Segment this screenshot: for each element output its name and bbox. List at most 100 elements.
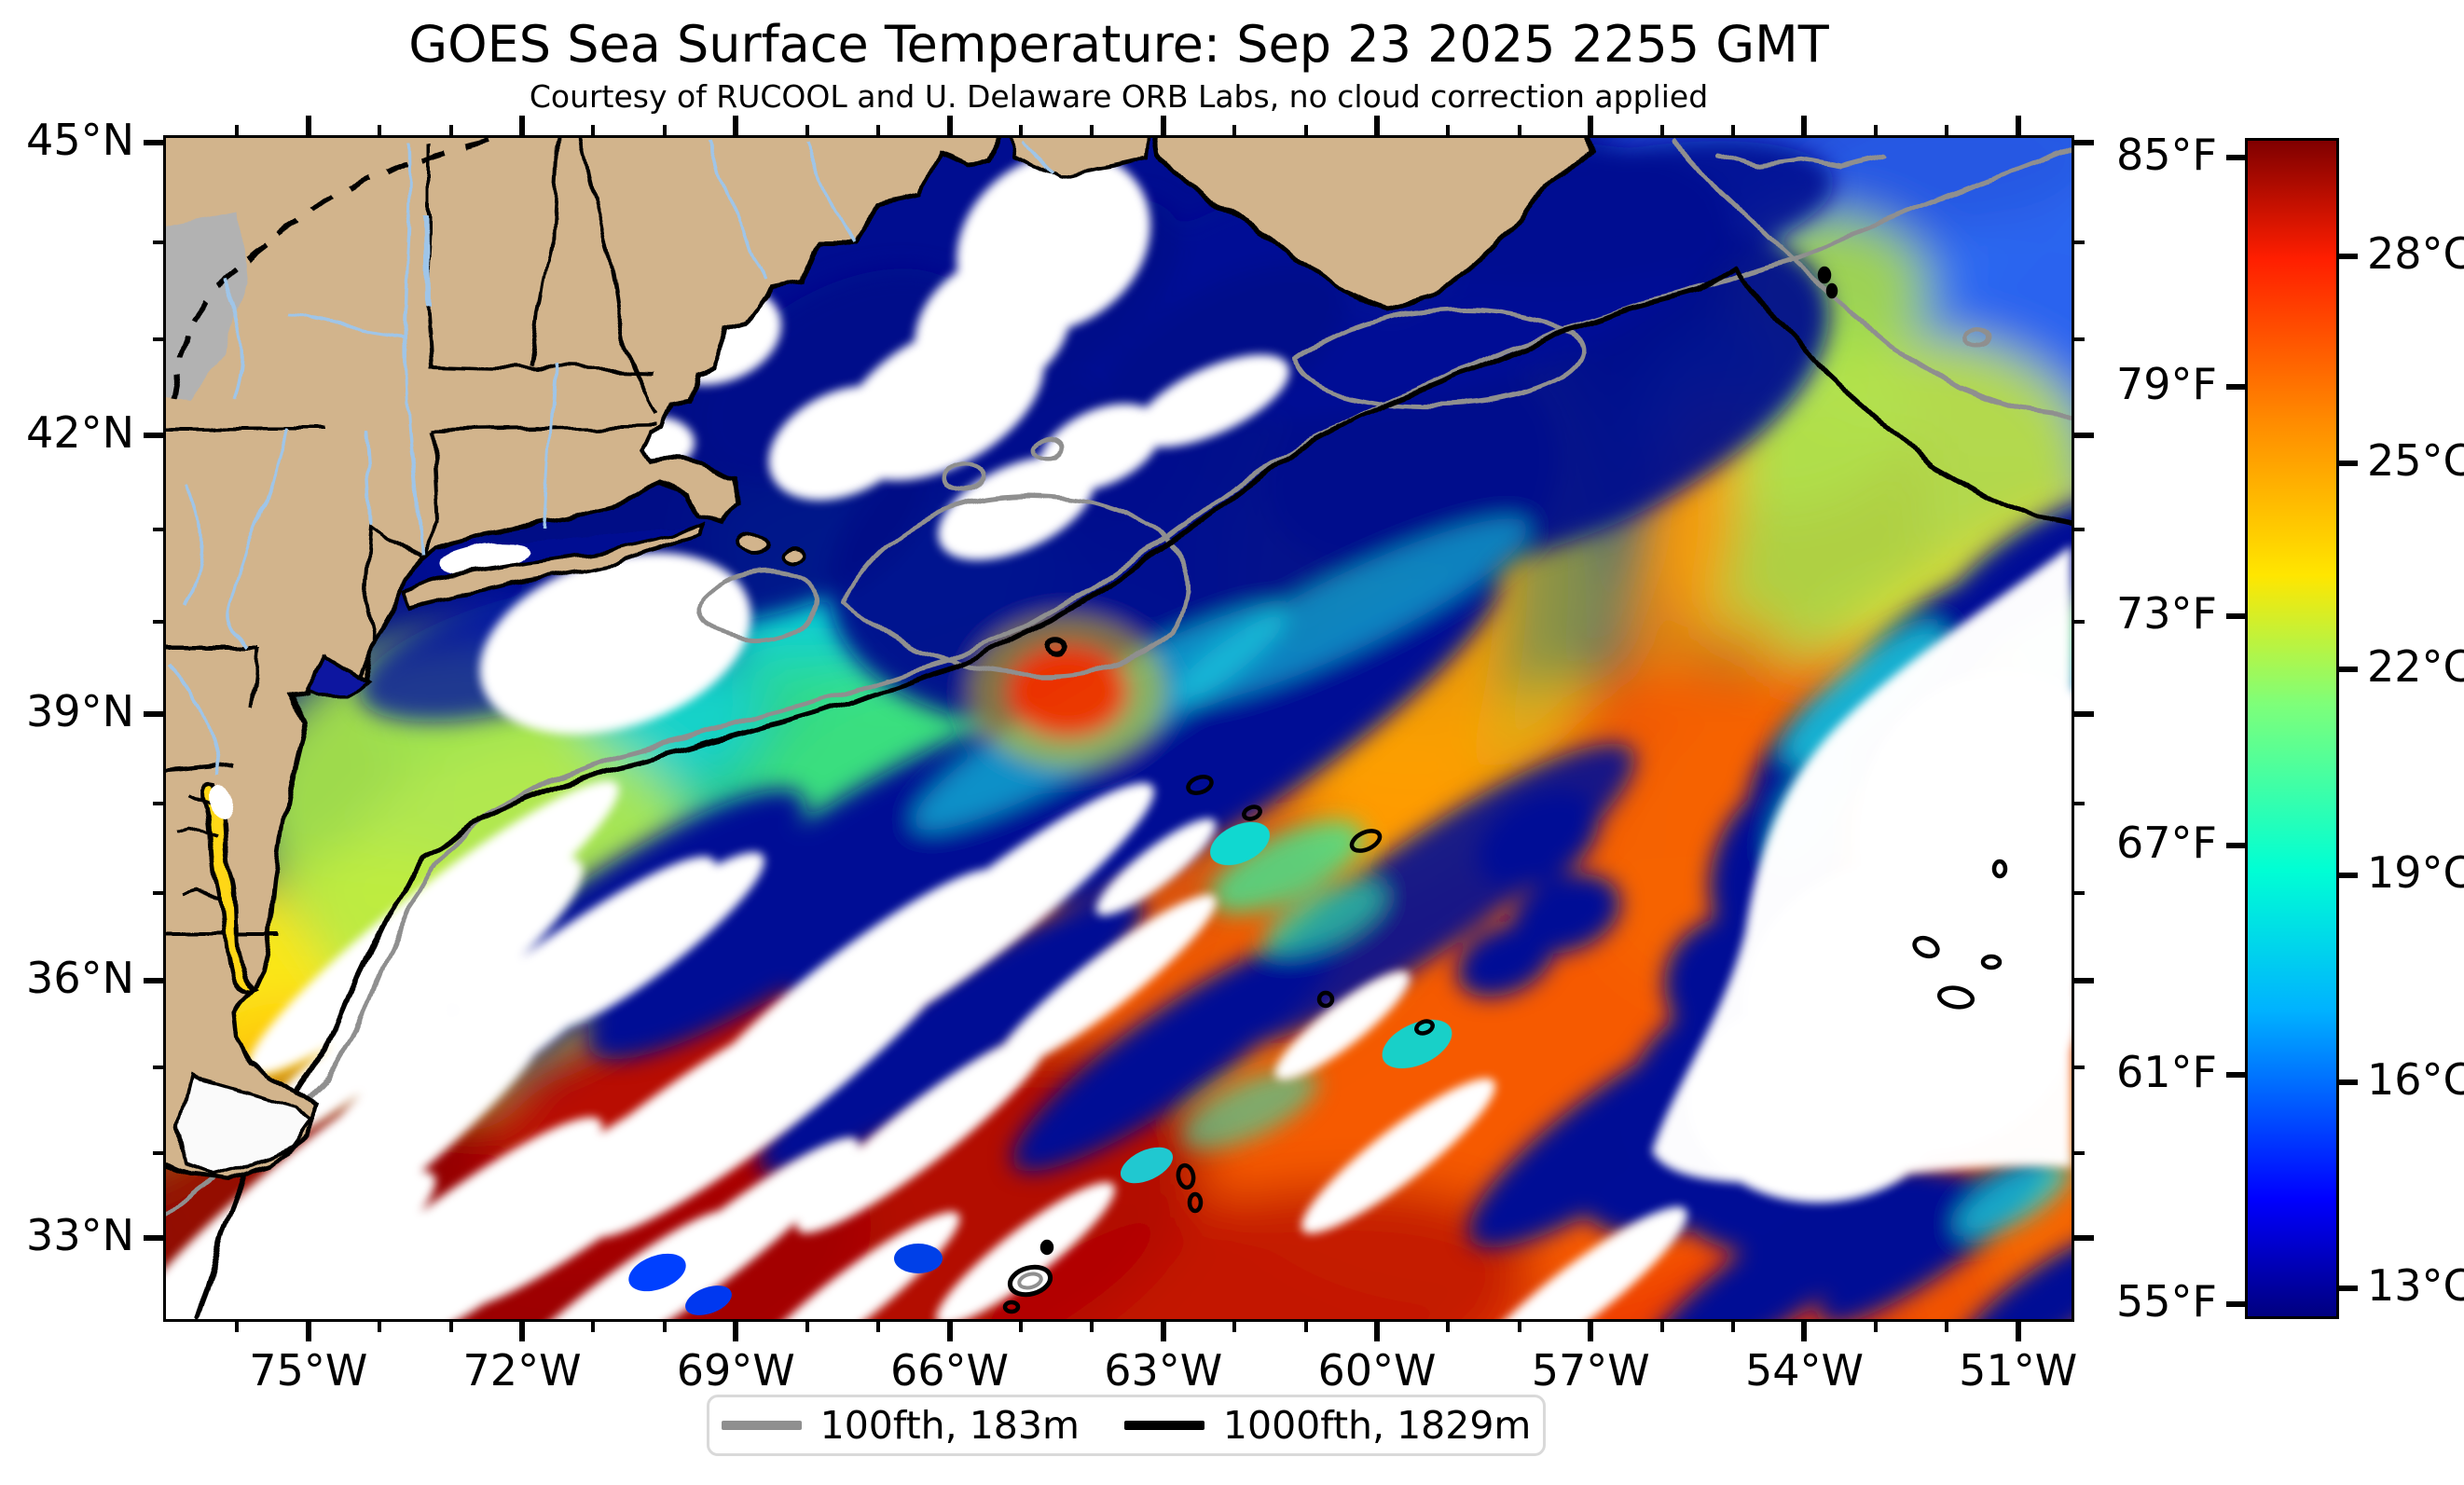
legend: 100fth, 183m 1000fth, 1829m [707,1395,1546,1456]
x-minor-tick [1090,1319,1094,1332]
x-minor-tick [1945,1319,1949,1332]
y-minor-tick [2072,337,2085,341]
chart-title: GOES Sea Surface Temperature: Sep 23 202… [408,15,1829,74]
y-tick-label: 42°N [26,406,134,458]
x-minor-tick [1517,125,1521,138]
y-minor-tick [153,802,166,806]
y-minor-tick [153,337,166,341]
x-major-tick [946,1319,953,1341]
x-minor-tick [448,1319,453,1332]
y-major-tick [2072,710,2094,717]
colorbar-f-tick [2226,383,2245,390]
x-tick-label: 51°W [1959,1345,2078,1396]
y-minor-tick [153,1151,166,1156]
x-tick-label: 60°W [1317,1345,1437,1396]
x-minor-tick [1446,125,1451,138]
x-minor-tick [1090,125,1094,138]
colorbar-c-tick [2339,254,2358,260]
y-minor-tick [153,620,166,625]
x-major-tick [1801,1319,1808,1341]
x-major-tick [1160,1319,1166,1341]
x-major-tick [1160,116,1166,138]
colorbar-c-label: 19°C [2367,847,2464,899]
colorbar-f-label: 85°F [2116,129,2217,180]
x-major-tick [946,116,953,138]
colorbar-c-tick [2339,1079,2358,1085]
x-tick-label: 72°W [462,1345,582,1396]
colorbar-c-label: 16°C [2367,1053,2464,1105]
x-minor-tick [1731,125,1736,138]
colorbar-c-tick [2339,873,2358,879]
x-major-tick [1373,1319,1380,1341]
colorbar-c-label: 13°C [2367,1260,2464,1312]
colorbar-c-tick [2339,1286,2358,1292]
pamlico-sound [176,1073,312,1177]
chesapeake-tributaries [178,791,223,899]
colorbar [2245,138,2339,1319]
chesapeake-bay [203,779,258,997]
y-tick-label: 33°N [26,1209,134,1260]
contour-1000fth [195,266,2072,1319]
colorbar-f-tick [2226,612,2245,619]
x-tick-label: 54°W [1744,1345,1864,1396]
long-island [402,521,706,609]
x-minor-tick [1517,1319,1521,1332]
x-minor-tick [662,125,667,138]
x-minor-tick [1303,125,1308,138]
y-major-tick [144,710,166,717]
contour-100fth [166,138,2072,1217]
y-minor-tick [153,240,166,244]
y-major-tick [144,1234,166,1241]
nantucket [780,547,808,564]
y-minor-tick [153,527,166,531]
x-tick-label: 75°W [249,1345,368,1396]
bathymetry-contours [166,138,2072,1319]
x-tick-label: 63°W [1104,1345,1223,1396]
legend-item: 100fth, 183m [721,1403,1080,1448]
y-tick-label: 39°N [26,685,134,736]
x-minor-tick [1873,125,1878,138]
x-minor-tick [662,1319,667,1332]
x-major-tick [2015,116,2021,138]
y-major-tick [2072,140,2094,146]
colorbar-c-tick [2339,460,2358,466]
y-major-tick [144,432,166,438]
colorbar-f-tick [2226,1300,2245,1307]
colorbar-f-label: 67°F [2116,817,2217,868]
x-minor-tick [1232,1319,1237,1332]
y-minor-tick [2072,527,2085,531]
y-minor-tick [2072,1151,2085,1156]
y-major-tick [144,978,166,984]
new-brunswick [1007,138,1153,180]
x-minor-tick [1659,125,1664,138]
y-major-tick [2072,432,2094,438]
y-minor-tick [2072,802,2085,806]
x-minor-tick [805,125,809,138]
x-minor-tick [1018,125,1023,138]
colorbar-f-label: 61°F [2116,1046,2217,1097]
colorbar-f-label: 79°F [2116,358,2217,409]
x-major-tick [2015,1319,2021,1341]
x-major-tick [305,1319,311,1341]
colorbar-f-label: 73°F [2116,587,2217,639]
x-major-tick [1373,116,1380,138]
sst-map [166,138,2072,1319]
x-minor-tick [1873,1319,1878,1332]
x-minor-tick [876,125,881,138]
x-minor-tick [876,1319,881,1332]
colorbar-f-tick [2226,1071,2245,1078]
x-minor-tick [1232,125,1237,138]
x-major-tick [733,1319,739,1341]
x-minor-tick [1731,1319,1736,1332]
legend-label: 100fth, 183m [819,1403,1080,1448]
y-minor-tick [2072,240,2085,244]
x-minor-tick [1945,125,1949,138]
y-major-tick [2072,1234,2094,1241]
colorbar-f-tick [2226,154,2245,160]
y-minor-tick [2072,890,2085,895]
marthas-vineyard [734,534,769,555]
nova-scotia [1154,138,1593,312]
colorbar-f-tick [2226,842,2245,848]
x-major-tick [305,116,311,138]
